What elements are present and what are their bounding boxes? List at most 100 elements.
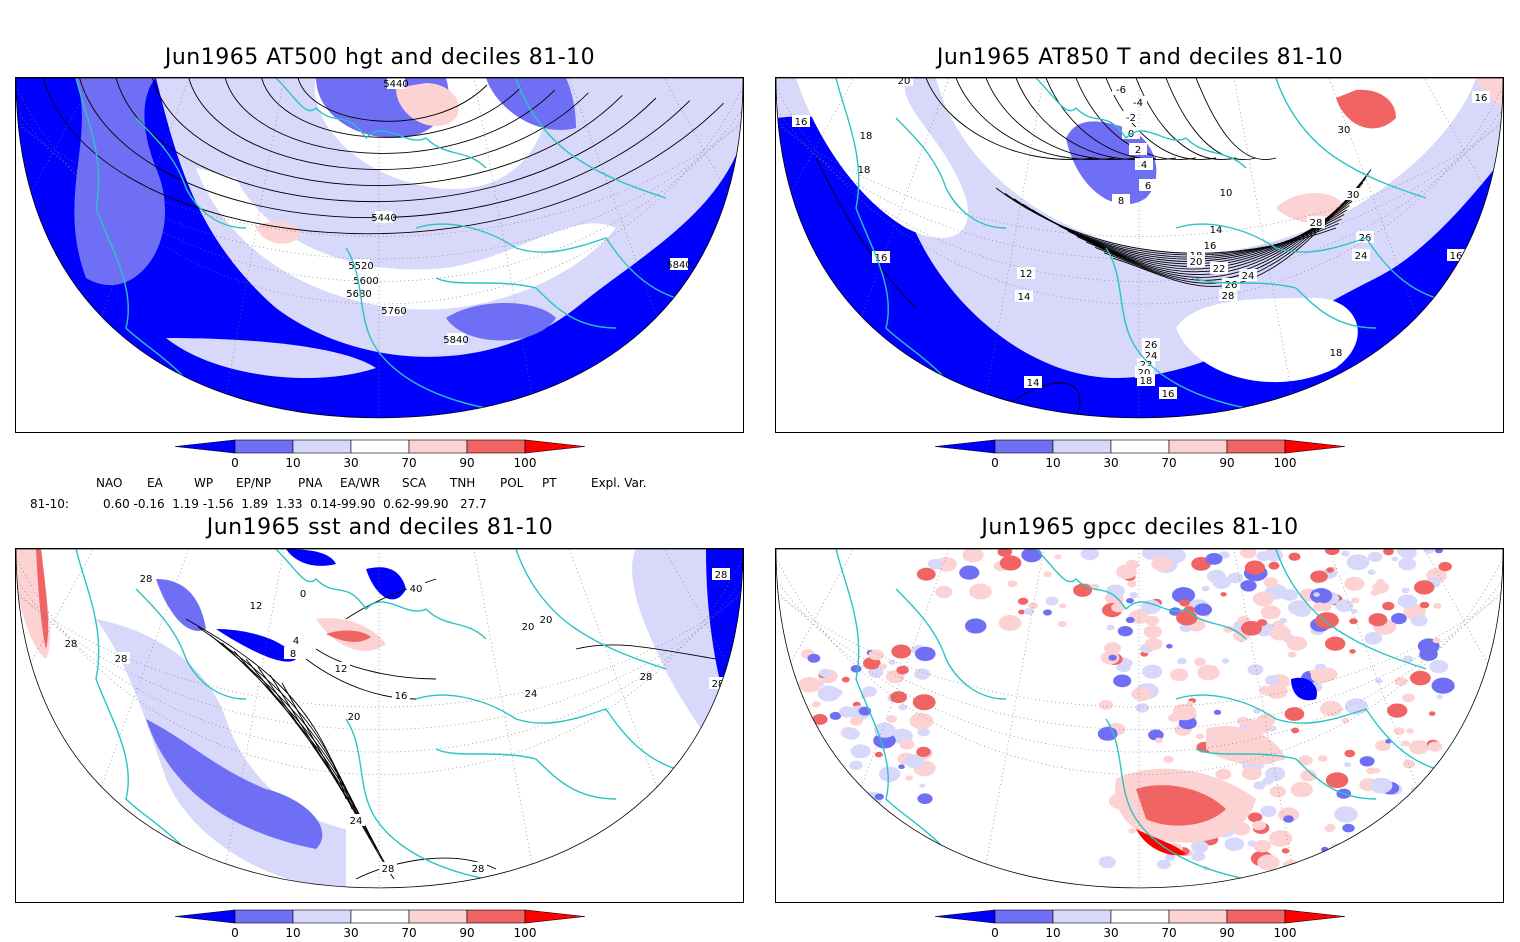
anomaly-region — [796, 78, 968, 238]
contour-label-bg — [1135, 158, 1153, 170]
anomaly-region — [1283, 815, 1294, 823]
anomaly-region — [366, 567, 406, 600]
anomaly-region — [823, 749, 834, 757]
anomaly-region — [1131, 687, 1151, 701]
colorbar-segment — [1110, 439, 1170, 454]
anomaly-region — [1436, 694, 1443, 699]
contour-label: 18 — [1330, 348, 1343, 359]
contour-label-bg — [1327, 346, 1345, 358]
colorbar-tick-label: 30 — [1103, 926, 1118, 940]
anomaly-region — [1136, 785, 1226, 826]
anomaly-region — [962, 549, 984, 563]
anomaly-region — [862, 686, 877, 697]
contour-line — [1015, 78, 1157, 160]
anomaly-region — [1402, 693, 1415, 703]
contour-label: 5600 — [353, 276, 378, 287]
contour-label-bg — [1112, 194, 1130, 206]
coastline — [75, 549, 207, 880]
anomaly-region — [1206, 569, 1226, 584]
anomaly-region — [1432, 860, 1444, 868]
contour-label: 5760 — [381, 306, 406, 317]
contour-label-bg — [1017, 267, 1035, 279]
colorbar-tick-label: 10 — [285, 926, 300, 940]
anomaly-region — [1334, 806, 1358, 823]
anomaly-region — [1291, 677, 1317, 701]
contour-label-bg — [1137, 374, 1155, 386]
anomaly-region — [1423, 796, 1446, 813]
colorbar-tick-label: 70 — [401, 456, 416, 470]
contour-label-bg — [1024, 376, 1042, 388]
anomaly-region — [1265, 766, 1286, 781]
anomaly-region — [1401, 847, 1414, 857]
index-header: EA — [147, 476, 163, 490]
contour-label: 40 — [410, 584, 423, 595]
colorbar-segment — [1284, 909, 1346, 924]
latitude-line — [776, 549, 1503, 730]
anomaly-region — [817, 782, 832, 793]
colorbar-segment — [1168, 909, 1228, 924]
anomaly-region — [1156, 859, 1171, 870]
index-header: TNH — [450, 476, 476, 490]
contour-label-bg — [469, 862, 487, 874]
colorbar-tick-label: 100 — [514, 926, 537, 940]
anomaly-region — [891, 644, 912, 659]
contour-label: 14 — [1018, 292, 1031, 303]
contour-line — [315, 648, 437, 680]
anomaly-region — [1286, 636, 1308, 651]
contour-label: -6 — [1116, 85, 1126, 96]
contour-label-bg — [857, 129, 875, 141]
colorbar-t850: 0 10 30 70 90 100 — [934, 439, 1346, 470]
anomaly-region — [1179, 599, 1190, 607]
anomaly-region — [896, 665, 909, 675]
anomaly-region — [904, 754, 925, 769]
contour-line — [151, 78, 623, 186]
contour-label: 4 — [1141, 160, 1147, 171]
map-boundary — [16, 549, 743, 889]
colorbar-tick-label: 100 — [514, 456, 537, 470]
anomaly-region — [1414, 580, 1435, 595]
longitude-line — [776, 549, 1020, 888]
anomaly-region — [849, 760, 863, 770]
anomaly-region — [1215, 768, 1232, 780]
colorbar-segment — [934, 439, 996, 454]
anomaly-region — [1128, 828, 1136, 834]
contour-line — [1075, 78, 1197, 160]
contour-line — [815, 157, 917, 309]
anomaly-region — [1276, 193, 1346, 223]
anomaly-region — [326, 630, 371, 642]
anomaly-region — [917, 793, 933, 804]
colorbar-segment — [350, 909, 410, 924]
colorbar-segment — [1110, 909, 1170, 924]
anomaly-region — [1043, 571, 1052, 578]
contour-label-bg — [137, 572, 155, 584]
anomaly-region — [1268, 561, 1280, 570]
map-panel-z500: 5440 5440 5520 5600 5680 5760 5840 5840 — [15, 77, 744, 433]
anomaly-region — [1399, 549, 1417, 559]
map-panel-t850: 2016181816121414-6-4-2024681014161820222… — [775, 77, 1504, 433]
contour-label: 22 — [1140, 360, 1153, 371]
contour-label-bg — [1112, 83, 1130, 95]
anomaly-region — [1265, 675, 1280, 686]
anomaly-region — [1129, 592, 1139, 598]
colorbar-segment — [174, 439, 236, 454]
contour-line — [297, 78, 488, 122]
anomaly-region — [1359, 756, 1375, 767]
anomaly-region — [1240, 580, 1257, 592]
anomaly-region — [1312, 602, 1326, 612]
panel-title-t850: Jun1965 AT850 T and deciles 81-10 — [936, 45, 1344, 70]
coastline — [895, 588, 1007, 700]
anomaly-region — [1233, 621, 1242, 628]
anomaly-region — [1387, 703, 1408, 718]
coastline — [135, 588, 247, 700]
anomaly-region — [1438, 561, 1452, 572]
anomaly-region — [1402, 759, 1415, 769]
contour-label-bg — [357, 274, 375, 286]
anomaly-region — [1391, 613, 1407, 625]
coastline — [1175, 694, 1437, 770]
contour-label: 0 — [300, 589, 306, 600]
coastline — [895, 117, 1007, 229]
anomaly-region — [1170, 668, 1189, 682]
colorbar-segment — [174, 909, 236, 924]
longitude-line — [16, 549, 260, 888]
anomaly-region — [1292, 603, 1312, 617]
